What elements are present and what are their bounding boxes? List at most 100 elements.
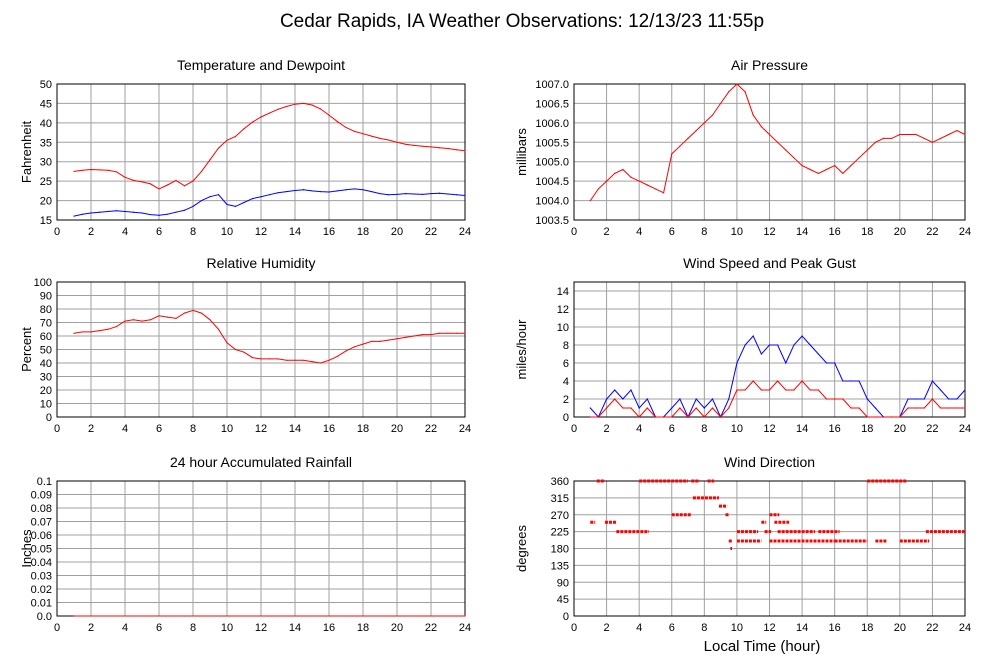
pressure-series-0-point — [891, 137, 893, 139]
wind-series-0-point — [630, 389, 632, 391]
winddir-x-tick-label: 6 — [669, 622, 675, 634]
rain-x-tick-label: 2 — [88, 622, 94, 634]
humidity-series-0-point — [73, 332, 75, 334]
rain-y-tick-label: 0.03 — [31, 571, 52, 583]
temp-series-1-point — [353, 188, 356, 190]
humidity-series-0-point — [379, 340, 381, 342]
humidity-x-tick-label: 12 — [255, 423, 267, 435]
wind-series-0-point — [866, 398, 868, 400]
pressure-x-tick-label: 16 — [829, 226, 841, 238]
wind-series-0-point — [589, 407, 591, 409]
humidity-series-0-point — [413, 335, 415, 337]
rain-y-tick-label: 0.06 — [31, 530, 52, 542]
temp-series-0-point — [209, 159, 211, 161]
temp-series-0-point — [430, 146, 432, 148]
pressure-y-tick-label: 1004.0 — [535, 196, 569, 208]
humidity-series-0-point — [336, 355, 339, 357]
temp-y-tick-label: 20 — [40, 196, 52, 208]
temp-series-0-line — [73, 102, 466, 190]
wind-series-1-point — [768, 389, 771, 391]
temp-series-1-point — [285, 191, 288, 193]
wind-series-0-point — [614, 389, 616, 391]
winddir-x-tick-label: 22 — [926, 622, 938, 634]
wind-x-tick-label: 0 — [571, 423, 577, 435]
pressure-x-tick-label: 4 — [636, 226, 642, 238]
humidity-series-0-point — [175, 317, 177, 320]
pressure-series-0-point — [605, 180, 608, 182]
wind-series-1-point — [939, 407, 942, 409]
wind-series-0-point — [834, 362, 836, 364]
winddir-x-tick-label: 2 — [604, 622, 610, 634]
rain-y-tick-label: 0.05 — [31, 544, 52, 556]
humidity-series-0-point — [311, 361, 313, 363]
temp-series-0-point — [90, 168, 92, 171]
temp-series-1-point — [200, 199, 203, 202]
humidity-frame — [56, 281, 466, 418]
pressure-series-0-point — [695, 130, 697, 132]
wind-x-tick-label: 24 — [959, 423, 971, 435]
humidity-x-tick-label: 22 — [425, 423, 437, 435]
wind-series-0-point — [809, 344, 811, 346]
pressure-series-0-point — [728, 91, 730, 93]
temp-series-1-point — [268, 194, 271, 196]
pressure-series-0-point — [646, 184, 648, 186]
humidity-y-tick-label: 50 — [40, 345, 52, 357]
humidity-x-tick-label: 16 — [323, 423, 335, 435]
temp-series-0-point — [319, 108, 322, 110]
pressure-series-0-point — [882, 137, 885, 139]
wind-series-0-point — [622, 398, 624, 400]
pressure-series-0-point — [597, 188, 600, 190]
humidity-series-0-point — [294, 359, 296, 361]
wind-series-1-point — [736, 389, 738, 391]
pressure-x-tick-label: 0 — [571, 226, 577, 238]
pressure-series-0-point — [939, 137, 942, 139]
pressure-series-0-point — [720, 102, 722, 105]
temp-series-0-point — [175, 179, 177, 181]
temp-series-1-point — [98, 211, 101, 213]
humidity-series-0-point — [226, 342, 228, 344]
humidity-series-0-point — [404, 336, 407, 338]
humidity-series-0-point — [192, 309, 194, 311]
temp-series-0-point — [438, 147, 441, 149]
pressure-series-0-point — [801, 165, 803, 167]
winddir-chart: 0 2 4 6 8 10 12 14 16 18 20 22 240459013518022527031… — [514, 454, 971, 634]
wind-frame — [573, 281, 966, 418]
humidity-series-0-point — [362, 343, 364, 345]
temp-series-0-point — [226, 139, 228, 141]
humidity-series-0-point — [421, 334, 424, 336]
humidity-series-0-point — [455, 332, 458, 334]
pressure-series-0-point — [654, 188, 657, 190]
wind-y-tick-label: 12 — [557, 304, 569, 316]
pressure-y-tick-label: 1007.0 — [535, 79, 569, 91]
pressure-series-0-point — [638, 180, 640, 182]
humidity-x-tick-label: 14 — [289, 423, 301, 435]
wind-series-0-point — [793, 344, 795, 346]
temp-series-0-point — [379, 137, 381, 139]
temp-series-1-point — [438, 192, 441, 194]
wind-series-1-point — [711, 407, 714, 409]
wind-series-1-point — [703, 416, 705, 418]
temp-series-1-point — [277, 192, 279, 194]
temp-series-0-point — [251, 121, 254, 123]
wind-series-1-point — [760, 389, 762, 391]
pressure-series-0-point — [736, 83, 738, 85]
temp-series-0-point — [115, 171, 118, 173]
temp-series-1-point — [421, 193, 424, 195]
winddir-x-tick-label: 24 — [959, 622, 971, 634]
wind-series-1-point — [622, 407, 624, 409]
wind-series-1-point — [663, 416, 665, 418]
pressure-x-tick-label: 8 — [701, 226, 707, 238]
temp-series-0-point — [353, 130, 356, 133]
humidity-series-0-point — [387, 339, 390, 341]
humidity-y-tick-label: 10 — [40, 399, 52, 411]
winddir-x-tick-label: 10 — [731, 622, 743, 634]
x-axis-label: Local Time (hour) — [704, 638, 821, 655]
humidity-x-tick-label: 24 — [459, 423, 471, 435]
pressure-series-0-point — [768, 133, 771, 136]
winddir-y-tick-label: 225 — [551, 527, 569, 539]
temp-series-0-point — [141, 181, 143, 183]
temp-series-0-point — [158, 188, 160, 190]
wind-x-tick-label: 8 — [701, 423, 707, 435]
temp-series-0-point — [234, 135, 237, 138]
humidity-series-0-point — [438, 332, 441, 334]
